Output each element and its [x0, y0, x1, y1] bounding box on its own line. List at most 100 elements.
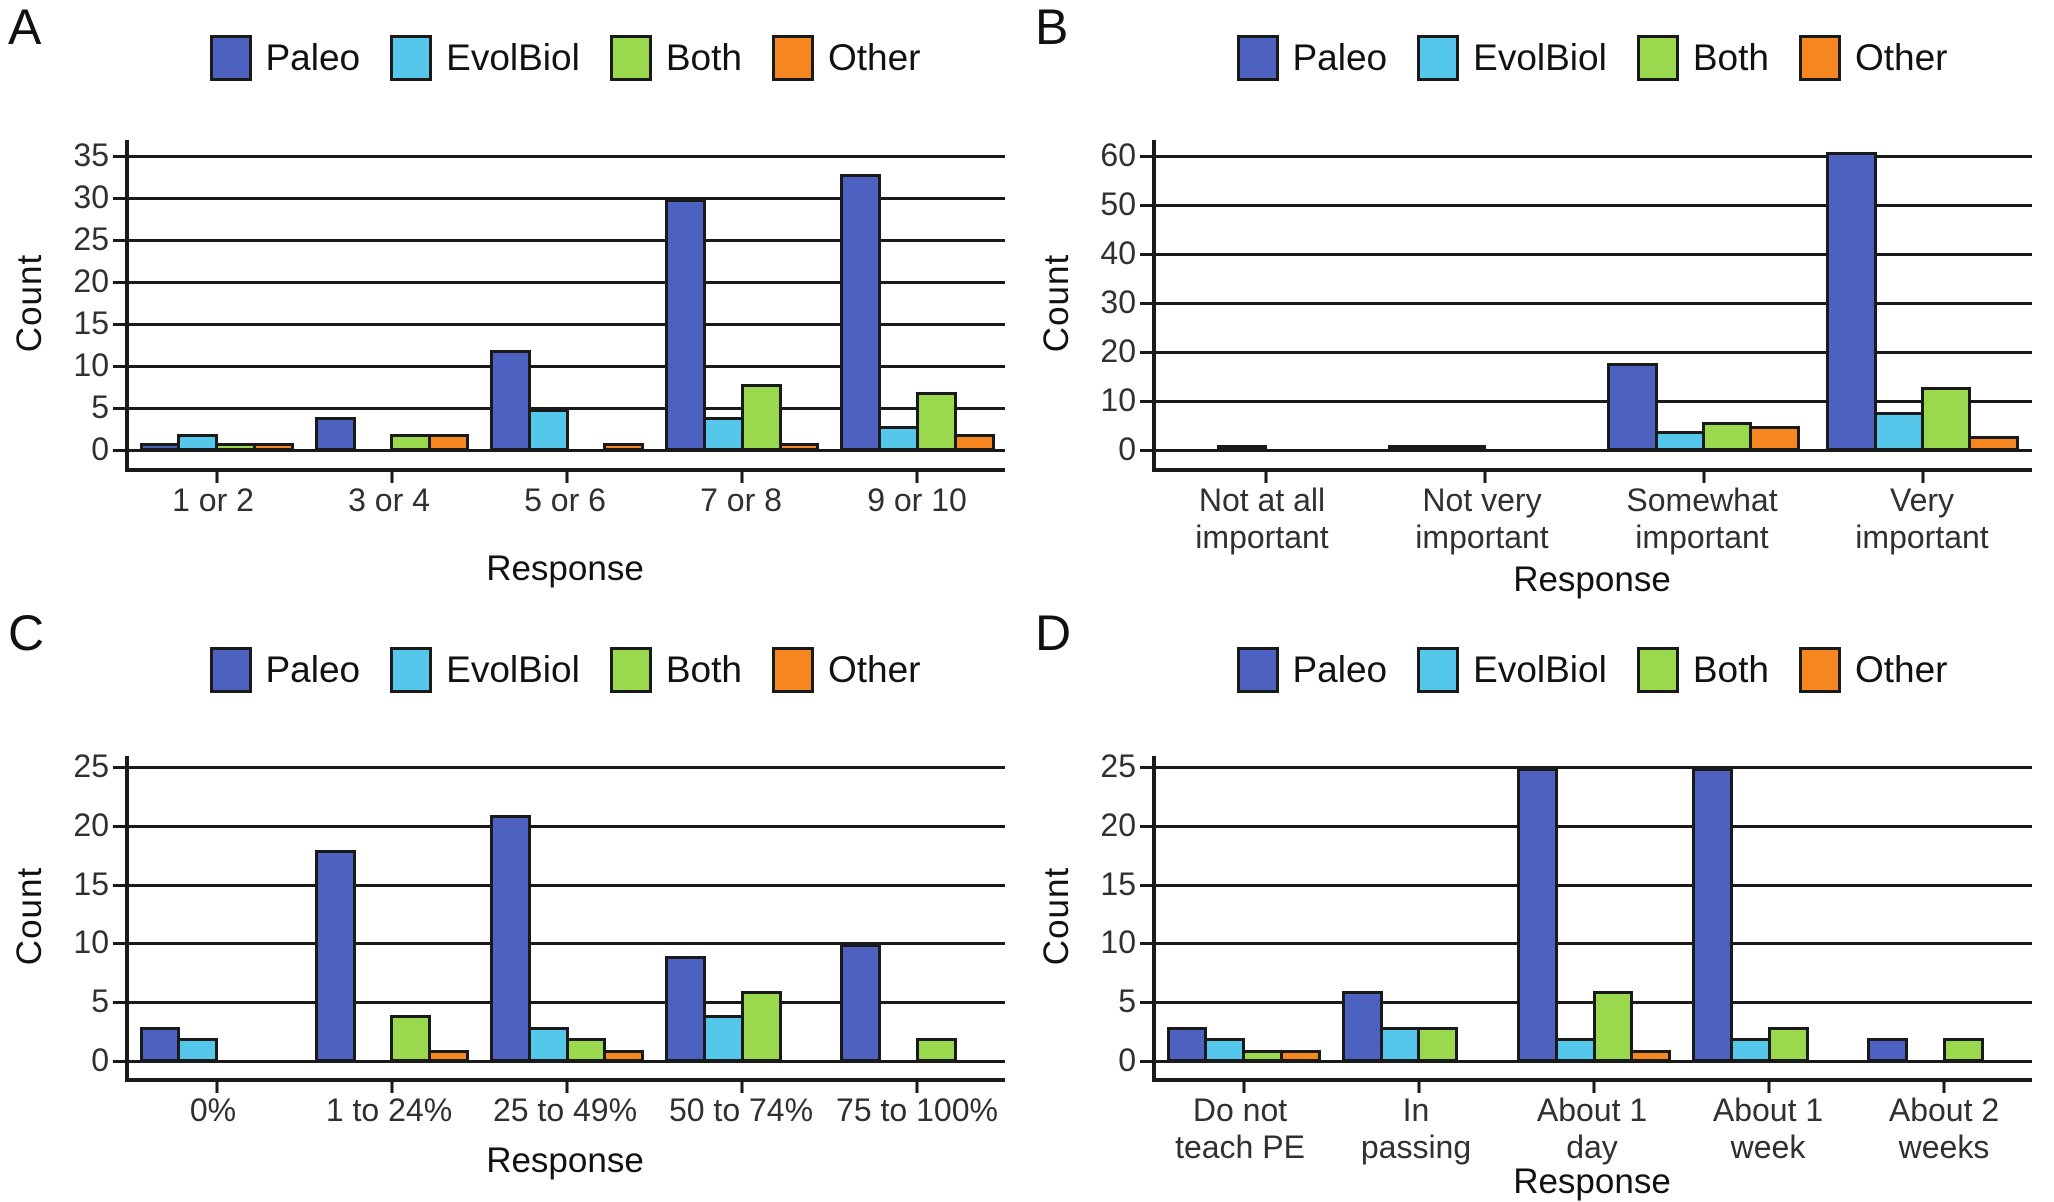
bars-row: [1169, 445, 1362, 451]
legend-item-paleo: Paleo: [209, 35, 360, 81]
legend-swatch-evolbiol: [390, 35, 433, 81]
legend: Paleo EvolBiol Both Other: [1152, 32, 2032, 84]
bars-row: [1388, 445, 1581, 451]
bar-evolbiol: [177, 1038, 219, 1062]
bar-other: [603, 1050, 645, 1062]
bars-row: [1692, 768, 1846, 1062]
y-tick-label: 25: [73, 221, 109, 257]
bar-group: [1813, 140, 2032, 468]
bar-evolbiol: [878, 426, 919, 451]
gridline-y-15: [129, 883, 1005, 887]
bars-row: [314, 850, 469, 1062]
bars-row: [1166, 1027, 1321, 1062]
bar-group: [304, 756, 479, 1078]
y-tick-label: 5: [1118, 983, 1136, 1020]
y-tick-label: 0: [1118, 431, 1136, 467]
bar-slot: [1702, 422, 1753, 451]
legend-label: EvolBiol: [446, 649, 580, 690]
gridline-y-25: [1156, 766, 2032, 769]
bar-paleo: [1607, 363, 1658, 451]
bar-slot: [1516, 768, 1558, 1062]
bar-paleo: [840, 174, 882, 451]
x-tick: [740, 472, 744, 483]
bar-slot: [1921, 387, 1972, 451]
x-tick: [1702, 472, 1705, 483]
x-tick: [1417, 1082, 1421, 1093]
gridline-y-25: [129, 766, 1005, 769]
bar-slot: [915, 1038, 957, 1062]
x-tick: [1592, 1082, 1596, 1093]
y-tick-25: [113, 239, 125, 242]
gridline-y-30: [1156, 302, 2032, 305]
bars-row: [1516, 768, 1672, 1062]
bar-slot: [702, 1015, 744, 1062]
bars-row: [1341, 991, 1496, 1062]
bars-row: [1607, 363, 1800, 451]
bar-paleo: [1867, 1038, 1909, 1062]
bar-group: [1331, 756, 1506, 1078]
x-category-label: 1 to 24%: [325, 1092, 453, 1128]
bar-slot: [665, 956, 706, 1062]
x-category-label: 50 to 74%: [668, 1092, 814, 1128]
gridline-y-25: [129, 239, 1005, 242]
y-tick-label: 40: [1100, 235, 1136, 271]
bar-evolbiol: [1216, 445, 1268, 451]
gridline-y-30: [129, 197, 1005, 200]
bar-slot: [314, 417, 356, 451]
y-tick-label: 20: [1100, 333, 1136, 369]
bar-slot: [428, 434, 469, 451]
plot-area-d: 0 5 10 15 20 25: [1100, 750, 2032, 1093]
y-tick-20: [113, 824, 125, 828]
x-category-label: Somewhat important: [1626, 482, 1778, 555]
y-tick-label: 5: [91, 389, 109, 425]
bar-group: [304, 140, 479, 468]
y-tick-10: [1140, 942, 1152, 946]
bar-slot: [390, 434, 432, 451]
y-tick-5: [1140, 1001, 1152, 1005]
bar-slot: [953, 434, 995, 451]
bar-group: [1156, 140, 1375, 468]
bar-slot: [1867, 1038, 1909, 1062]
gridline-y-20: [1156, 824, 2032, 828]
x-category-label: Very important: [1855, 482, 1989, 555]
legend-swatch-evolbiol: [390, 647, 433, 693]
bar-group: [1682, 756, 1857, 1078]
gridline-y-10: [129, 942, 1005, 946]
bars-row: [1826, 152, 2019, 451]
y-tick-label: 60: [1100, 137, 1136, 173]
y-tick-label: 15: [1100, 865, 1136, 902]
bar-group: [655, 756, 830, 1078]
y-tick-label: 10: [1100, 382, 1136, 418]
bar-slot: [428, 1050, 469, 1062]
legend-swatch-other: [771, 35, 814, 81]
gridline-y-20: [129, 281, 1005, 284]
gridline-y-40: [1156, 253, 2032, 256]
y-tick-label: 20: [73, 806, 109, 843]
bar-paleo: [840, 944, 882, 1062]
legend-item-both: Both: [609, 647, 742, 693]
bar-slot: [1692, 768, 1733, 1062]
gridline-y-20: [129, 824, 1005, 828]
bar-both: [390, 434, 432, 451]
bar-other: [1630, 1050, 1672, 1062]
bar-slot: [1379, 1027, 1421, 1062]
panel-letter-b: B: [1035, 0, 1069, 55]
x-tick: [1767, 1082, 1771, 1093]
y-tick-15: [113, 883, 125, 887]
bar-slot: [1554, 1038, 1596, 1062]
bar-slot: [840, 174, 882, 451]
bar-paleo: [314, 850, 356, 1062]
legend: Paleo EvolBiol Both Other: [1152, 644, 2032, 696]
bar-slot: [1630, 1050, 1672, 1062]
x-tick: [1242, 1082, 1246, 1093]
y-tick-20: [113, 281, 125, 284]
plot-area-c: 0 5 10 15 20 25: [73, 750, 1005, 1093]
bar-group: [479, 140, 654, 468]
bar-group: [830, 140, 1005, 468]
x-tick: [565, 472, 569, 483]
legend-label: Other: [1854, 37, 1948, 78]
bar-slot: [177, 434, 219, 451]
legend-item-evolbiol: EvolBiol: [1417, 647, 1607, 693]
bar-paleo: [1826, 152, 1877, 451]
bar-other: [1749, 426, 1800, 451]
